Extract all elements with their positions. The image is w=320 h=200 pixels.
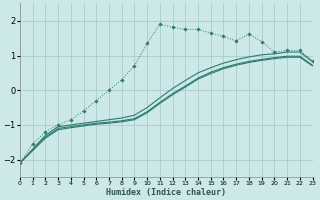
- X-axis label: Humidex (Indice chaleur): Humidex (Indice chaleur): [106, 188, 226, 197]
